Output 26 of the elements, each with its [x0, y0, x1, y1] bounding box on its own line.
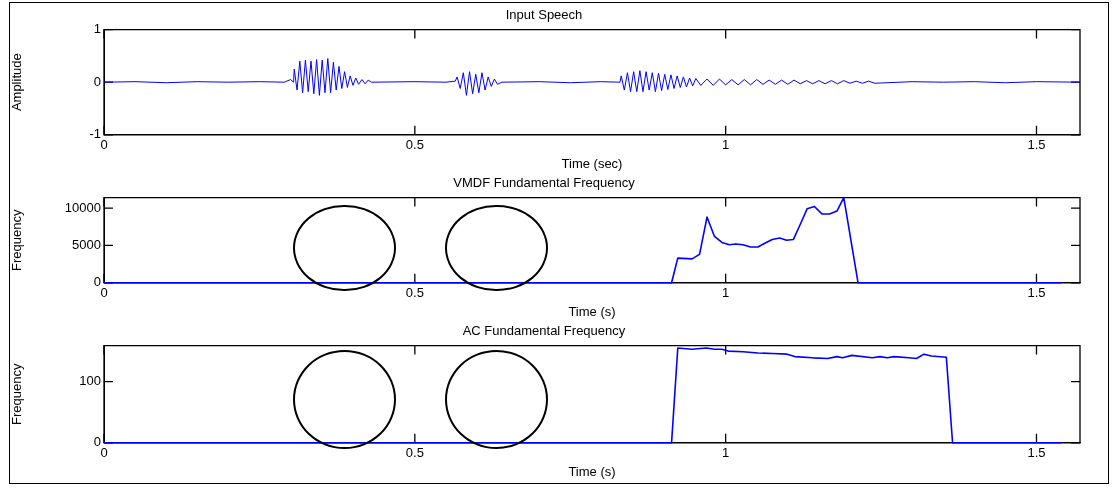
y-tick-label: 10000: [64, 199, 101, 215]
chart-title: Input Speech: [505, 7, 583, 23]
chart-title: VMDF Fundamental Frequency: [453, 175, 636, 191]
y-tick-label: 0: [93, 73, 101, 89]
x-tick-label: 0.5: [405, 445, 424, 461]
x-tick-label: 1.5: [1027, 137, 1046, 153]
chart-title: AC Fundamental Frequency: [462, 323, 626, 339]
x-tick-label: 0.5: [405, 285, 424, 301]
y-tick-label: 0: [93, 274, 101, 290]
x-tick-label: 1: [722, 137, 730, 153]
y-tick-label: 1: [93, 21, 101, 37]
x-tick-label: 1: [722, 445, 730, 461]
x-axis-title: Time (s): [568, 303, 616, 319]
x-axis-title: Time (s): [568, 463, 616, 479]
y-axis-title: Amplitude: [9, 53, 25, 112]
y-tick-label: 0: [93, 434, 101, 450]
y-axis-title: Frequency: [9, 208, 25, 271]
y-tick-label: 100: [79, 373, 101, 389]
x-tick-label: 0.5: [405, 137, 424, 153]
y-tick-label: 5000: [72, 237, 101, 253]
y-tick-label: -1: [89, 126, 101, 142]
y-axis-title: Frequency: [9, 362, 25, 425]
x-tick-label: 1.5: [1027, 445, 1046, 461]
x-tick-label: 1.5: [1027, 285, 1046, 301]
x-axis-title: Time (sec): [561, 155, 623, 171]
x-tick-label: 1: [722, 285, 730, 301]
